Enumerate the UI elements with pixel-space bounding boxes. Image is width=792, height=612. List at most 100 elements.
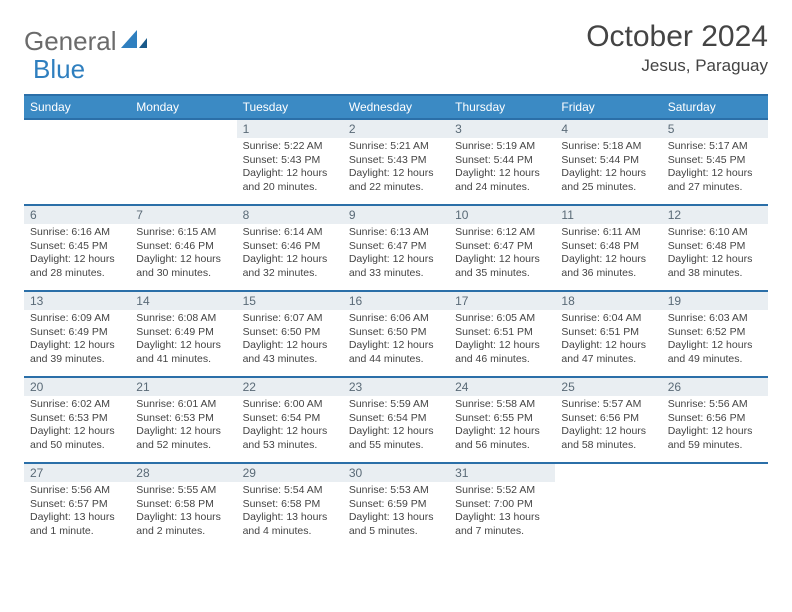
day-number: 29 [237, 464, 343, 482]
sunset-text: Sunset: 6:50 PM [349, 326, 443, 340]
sunset-text: Sunset: 5:44 PM [561, 154, 655, 168]
sunrise-text: Sunrise: 5:57 AM [561, 398, 655, 412]
day-number: 25 [555, 378, 661, 396]
sunset-text: Sunset: 6:50 PM [243, 326, 337, 340]
weekday-header: Wednesday [343, 95, 449, 119]
day-body: Sunrise: 6:03 AMSunset: 6:52 PMDaylight:… [662, 310, 768, 371]
day-number: 2 [343, 120, 449, 138]
daylight-text: Daylight: 12 hours and 59 minutes. [668, 425, 762, 452]
day-number: 5 [662, 120, 768, 138]
title-block: October 2024 Jesus, Paraguay [586, 20, 768, 76]
day-body: Sunrise: 5:53 AMSunset: 6:59 PMDaylight:… [343, 482, 449, 543]
sunrise-text: Sunrise: 6:05 AM [455, 312, 549, 326]
day-body: Sunrise: 6:14 AMSunset: 6:46 PMDaylight:… [237, 224, 343, 285]
day-body: Sunrise: 6:02 AMSunset: 6:53 PMDaylight:… [24, 396, 130, 457]
sunrise-text: Sunrise: 5:54 AM [243, 484, 337, 498]
calendar-day-cell: 11Sunrise: 6:11 AMSunset: 6:48 PMDayligh… [555, 205, 661, 291]
sunrise-text: Sunrise: 6:12 AM [455, 226, 549, 240]
daylight-text: Daylight: 12 hours and 50 minutes. [30, 425, 124, 452]
day-body: Sunrise: 6:07 AMSunset: 6:50 PMDaylight:… [237, 310, 343, 371]
daylight-text: Daylight: 12 hours and 55 minutes. [349, 425, 443, 452]
calendar-day-cell [555, 463, 661, 549]
day-body: Sunrise: 6:08 AMSunset: 6:49 PMDaylight:… [130, 310, 236, 371]
weekday-header: Tuesday [237, 95, 343, 119]
sunrise-text: Sunrise: 5:58 AM [455, 398, 549, 412]
daylight-text: Daylight: 12 hours and 47 minutes. [561, 339, 655, 366]
day-body: Sunrise: 5:56 AMSunset: 6:57 PMDaylight:… [24, 482, 130, 543]
daylight-text: Daylight: 12 hours and 56 minutes. [455, 425, 549, 452]
day-number: 13 [24, 292, 130, 310]
calendar-week-row: 13Sunrise: 6:09 AMSunset: 6:49 PMDayligh… [24, 291, 768, 377]
day-body: Sunrise: 5:56 AMSunset: 6:56 PMDaylight:… [662, 396, 768, 457]
calendar-day-cell [24, 119, 130, 205]
day-body: Sunrise: 5:52 AMSunset: 7:00 PMDaylight:… [449, 482, 555, 543]
day-body: Sunrise: 5:59 AMSunset: 6:54 PMDaylight:… [343, 396, 449, 457]
daylight-text: Daylight: 12 hours and 53 minutes. [243, 425, 337, 452]
calendar-day-cell: 7 Sunrise: 6:15 AMSunset: 6:46 PMDaylight… [130, 205, 236, 291]
day-body: Sunrise: 5:54 AMSunset: 6:58 PMDaylight:… [237, 482, 343, 543]
sunset-text: Sunset: 6:49 PM [136, 326, 230, 340]
sunset-text: Sunset: 5:43 PM [349, 154, 443, 168]
day-body: Sunrise: 6:13 AMSunset: 6:47 PMDaylight:… [343, 224, 449, 285]
calendar-day-cell: 10Sunrise: 6:12 AMSunset: 6:47 PMDayligh… [449, 205, 555, 291]
sunset-text: Sunset: 6:45 PM [30, 240, 124, 254]
day-body: Sunrise: 5:18 AMSunset: 5:44 PMDaylight:… [555, 138, 661, 199]
sunset-text: Sunset: 6:49 PM [30, 326, 124, 340]
day-number [24, 120, 130, 138]
calendar-head: SundayMondayTuesdayWednesdayThursdayFrid… [24, 95, 768, 119]
logo-line2: Blue [33, 54, 85, 85]
calendar-day-cell [662, 463, 768, 549]
calendar-day-cell: 27Sunrise: 5:56 AMSunset: 6:57 PMDayligh… [24, 463, 130, 549]
sunrise-text: Sunrise: 5:56 AM [668, 398, 762, 412]
day-body: Sunrise: 6:00 AMSunset: 6:54 PMDaylight:… [237, 396, 343, 457]
day-number: 7 [130, 206, 236, 224]
sunset-text: Sunset: 5:43 PM [243, 154, 337, 168]
calendar-body: 1Sunrise: 5:22 AMSunset: 5:43 PMDaylight… [24, 119, 768, 549]
day-body: Sunrise: 6:12 AMSunset: 6:47 PMDaylight:… [449, 224, 555, 285]
daylight-text: Daylight: 12 hours and 25 minutes. [561, 167, 655, 194]
calendar-week-row: 20Sunrise: 6:02 AMSunset: 6:53 PMDayligh… [24, 377, 768, 463]
sunset-text: Sunset: 6:46 PM [136, 240, 230, 254]
sunset-text: Sunset: 6:47 PM [455, 240, 549, 254]
daylight-text: Daylight: 12 hours and 41 minutes. [136, 339, 230, 366]
sunset-text: Sunset: 6:46 PM [243, 240, 337, 254]
sunrise-text: Sunrise: 6:01 AM [136, 398, 230, 412]
sunrise-text: Sunrise: 6:13 AM [349, 226, 443, 240]
logo-text-general: General [24, 26, 117, 57]
sunset-text: Sunset: 6:47 PM [349, 240, 443, 254]
day-body: Sunrise: 6:09 AMSunset: 6:49 PMDaylight:… [24, 310, 130, 371]
calendar-day-cell: 25Sunrise: 5:57 AMSunset: 6:56 PMDayligh… [555, 377, 661, 463]
daylight-text: Daylight: 12 hours and 30 minutes. [136, 253, 230, 280]
day-body: Sunrise: 5:57 AMSunset: 6:56 PMDaylight:… [555, 396, 661, 457]
logo: General [24, 26, 147, 57]
sunset-text: Sunset: 6:58 PM [243, 498, 337, 512]
calendar-week-row: 27Sunrise: 5:56 AMSunset: 6:57 PMDayligh… [24, 463, 768, 549]
weekday-header: Monday [130, 95, 236, 119]
sunrise-text: Sunrise: 5:56 AM [30, 484, 124, 498]
day-number: 10 [449, 206, 555, 224]
sunrise-text: Sunrise: 5:19 AM [455, 140, 549, 154]
day-number: 28 [130, 464, 236, 482]
weekday-header: Saturday [662, 95, 768, 119]
calendar-day-cell: 15Sunrise: 6:07 AMSunset: 6:50 PMDayligh… [237, 291, 343, 377]
day-body: Sunrise: 5:17 AMSunset: 5:45 PMDaylight:… [662, 138, 768, 199]
calendar-week-row: 6Sunrise: 6:16 AMSunset: 6:45 PMDaylight… [24, 205, 768, 291]
sunrise-text: Sunrise: 6:16 AM [30, 226, 124, 240]
day-number: 18 [555, 292, 661, 310]
daylight-text: Daylight: 12 hours and 33 minutes. [349, 253, 443, 280]
daylight-text: Daylight: 12 hours and 35 minutes. [455, 253, 549, 280]
calendar-day-cell: 30Sunrise: 5:53 AMSunset: 6:59 PMDayligh… [343, 463, 449, 549]
day-number: 9 [343, 206, 449, 224]
sunset-text: Sunset: 6:57 PM [30, 498, 124, 512]
sunset-text: Sunset: 6:56 PM [561, 412, 655, 426]
day-number: 11 [555, 206, 661, 224]
calendar-day-cell [130, 119, 236, 205]
sunrise-text: Sunrise: 6:07 AM [243, 312, 337, 326]
day-number [662, 464, 768, 482]
day-number: 1 [237, 120, 343, 138]
day-number: 6 [24, 206, 130, 224]
sunrise-text: Sunrise: 6:15 AM [136, 226, 230, 240]
sunrise-text: Sunrise: 5:53 AM [349, 484, 443, 498]
daylight-text: Daylight: 12 hours and 28 minutes. [30, 253, 124, 280]
location: Jesus, Paraguay [586, 56, 768, 76]
